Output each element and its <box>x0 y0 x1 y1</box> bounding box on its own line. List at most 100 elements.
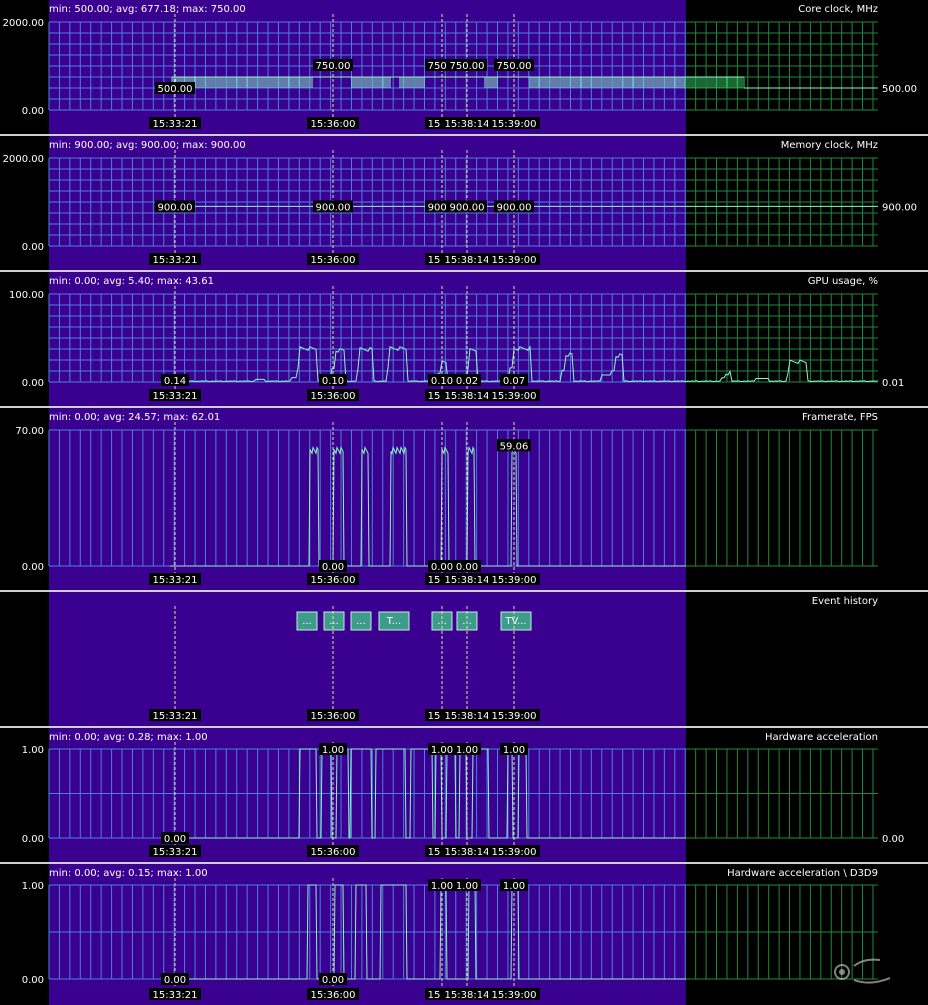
event-box[interactable]: ... <box>323 611 345 631</box>
panel-1: min: 900.00; avg: 900.00; max: 900.00 Mem… <box>0 136 928 272</box>
y-max-label: 2000.00 <box>3 18 44 29</box>
current-value-label: 0.01 <box>882 378 904 389</box>
data-label: 750.00 <box>313 59 353 72</box>
data-label: 0.00 <box>319 973 347 986</box>
data-label: 900.00 <box>313 200 353 213</box>
y-min-label: 0.00 <box>22 834 44 845</box>
time-tick-label: 15:39:00 <box>488 389 540 402</box>
panel-0: min: 500.00; avg: 677.18; max: 750.00 Cor… <box>0 0 928 136</box>
svg-text:1.00: 1.00 <box>456 745 478 756</box>
time-tick-label: 15:39:00 <box>488 709 540 722</box>
data-label: 900.00 <box>494 200 534 213</box>
time-tick-label: 15:38:14 <box>441 253 493 266</box>
svg-text:0.10: 0.10 <box>431 376 453 387</box>
svg-text:900.00: 900.00 <box>450 202 485 213</box>
svg-text:15:39:00: 15:39:00 <box>492 711 537 722</box>
data-label: 900.00 <box>155 200 195 213</box>
time-tick-label: 15:36:00 <box>307 117 359 130</box>
data-label: 0.00 <box>428 560 456 573</box>
panel-grid <box>48 293 878 383</box>
core-clock-trace <box>171 77 745 88</box>
svg-text:15:38:14: 15:38:14 <box>445 391 490 402</box>
panel-3: min: 0.00; avg: 24.57; max: 62.01 Framera… <box>0 408 928 592</box>
history-area <box>49 136 686 270</box>
svg-text:900.0: 900.0 <box>428 202 457 213</box>
event-box[interactable]: ... <box>296 611 318 631</box>
history-area <box>49 728 686 862</box>
event-box[interactable]: TV... <box>500 611 532 631</box>
history-area <box>49 0 686 134</box>
y-min-label: 0.00 <box>22 242 44 253</box>
svg-text:...: ... <box>356 616 366 627</box>
data-label: 1.00 <box>428 879 456 892</box>
panel-stats: min: 0.00; avg: 5.40; max: 43.61 <box>49 276 214 287</box>
data-label: 0.02 <box>453 374 481 387</box>
event-box[interactable]: ... <box>350 611 372 631</box>
svg-text:15:36:00: 15:36:00 <box>311 575 356 586</box>
panel-title: Core clock, MHz <box>798 4 878 15</box>
data-label: 1.00 <box>500 743 528 756</box>
data-label: 0.00 <box>161 832 189 845</box>
y-max-label: 70.00 <box>15 426 44 437</box>
data-label: 0.14 <box>161 374 189 387</box>
svg-text:15:36:00: 15:36:00 <box>311 711 356 722</box>
time-tick-label: 15:39:00 <box>488 845 540 858</box>
data-label: 500.00 <box>155 82 195 95</box>
y-min-label: 0.00 <box>22 562 44 573</box>
time-tick-label: 15:33:21 <box>149 253 201 266</box>
time-tick-label: 15:36:00 <box>307 988 359 1001</box>
time-tick-label: 15:38:14 <box>441 709 493 722</box>
svg-text:15:36:00: 15:36:00 <box>311 255 356 266</box>
svg-text:1.00: 1.00 <box>322 745 344 756</box>
svg-text:0.00: 0.00 <box>164 975 186 986</box>
svg-text:T...: T... <box>386 616 401 627</box>
svg-text:15:38:14: 15:38:14 <box>445 255 490 266</box>
time-tick-label: 15:36:00 <box>307 573 359 586</box>
svg-text:900.00: 900.00 <box>158 202 193 213</box>
y-min-label: 0.00 <box>22 106 44 117</box>
svg-text:0.00: 0.00 <box>322 562 344 573</box>
time-tick-label: 15:39:00 <box>488 117 540 130</box>
y-min-label: 0.00 <box>22 378 44 389</box>
y-max-label: 100.00 <box>9 290 44 301</box>
svg-text:15:33:21: 15:33:21 <box>153 847 198 858</box>
current-value-label: 900.00 <box>882 202 917 213</box>
svg-text:0.10: 0.10 <box>322 376 344 387</box>
data-label: 59.06 <box>497 439 531 452</box>
data-label: 1.00 <box>500 879 528 892</box>
data-label: 0.07 <box>500 374 528 387</box>
svg-text:1.00: 1.00 <box>503 745 525 756</box>
time-tick-label: 15:38:14 <box>441 117 493 130</box>
svg-text:0.02: 0.02 <box>456 376 478 387</box>
panel-grid <box>48 884 878 980</box>
svg-text:900.00: 900.00 <box>316 202 351 213</box>
data-label: 0.10 <box>428 374 456 387</box>
data-label: 1.00 <box>428 743 456 756</box>
svg-text:15:33:21: 15:33:21 <box>153 119 198 130</box>
panel-stats: min: 0.00; avg: 24.57; max: 62.01 <box>49 412 220 423</box>
svg-text:750.0: 750.0 <box>428 61 457 72</box>
svg-text:15:39:00: 15:39:00 <box>492 255 537 266</box>
time-tick-label: 15:36:00 <box>307 709 359 722</box>
data-label: 1.00 <box>453 879 481 892</box>
svg-text:15:33:21: 15:33:21 <box>153 990 198 1001</box>
svg-text:0.00: 0.00 <box>322 975 344 986</box>
hw-accel-d3d9-trace <box>170 884 686 980</box>
event-box[interactable]: T... <box>378 611 410 631</box>
svg-text:900.00: 900.00 <box>497 202 532 213</box>
data-label: 0.00 <box>161 973 189 986</box>
svg-text:15:33:21: 15:33:21 <box>153 711 198 722</box>
svg-text:...: ... <box>302 616 312 627</box>
time-tick-label: 15:33:21 <box>149 709 201 722</box>
svg-text:1.00: 1.00 <box>431 881 453 892</box>
svg-text:15:39:00: 15:39:00 <box>492 990 537 1001</box>
time-tick-label: 15:39:00 <box>488 573 540 586</box>
panel-5: min: 0.00; avg: 0.28; max: 1.00 Hardware … <box>0 728 928 864</box>
svg-text:59.06: 59.06 <box>500 441 529 452</box>
svg-text:15:39:00: 15:39:00 <box>492 391 537 402</box>
svg-text:15:38:14: 15:38:14 <box>445 847 490 858</box>
svg-text:15:33:21: 15:33:21 <box>153 391 198 402</box>
svg-text:0.00: 0.00 <box>431 562 453 573</box>
data-label: 900.00 <box>447 200 487 213</box>
